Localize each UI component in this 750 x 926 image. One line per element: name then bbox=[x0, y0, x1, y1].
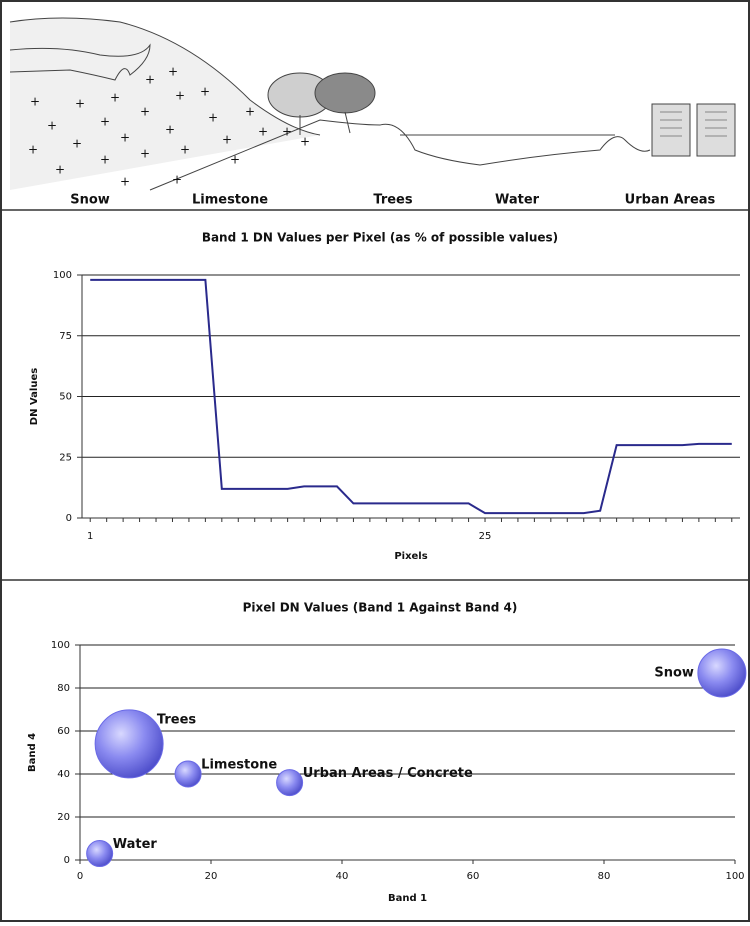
y-tick-label: 20 bbox=[57, 812, 70, 823]
x-tick-label: 100 bbox=[725, 871, 744, 882]
bubble bbox=[277, 770, 303, 796]
svg-text:+: + bbox=[100, 115, 110, 129]
svg-text:+: + bbox=[120, 131, 130, 145]
illustration-label: Snow bbox=[70, 193, 110, 208]
chart-title: Band 1 DN Values per Pixel (as % of poss… bbox=[202, 231, 558, 245]
y-tick-label: 50 bbox=[59, 392, 72, 403]
svg-text:+: + bbox=[300, 135, 310, 149]
svg-text:+: + bbox=[245, 105, 255, 119]
svg-text:+: + bbox=[47, 119, 57, 133]
figure: +++ +++ +++ +++ +++ +++ +++ +++ +++ Snow… bbox=[0, 0, 750, 922]
x-tick-label: 20 bbox=[205, 871, 218, 882]
bubble bbox=[698, 649, 746, 697]
bubble bbox=[175, 761, 201, 787]
bubble-label: Trees bbox=[157, 713, 196, 728]
y-tick-label: 0 bbox=[66, 513, 72, 524]
illustration-label: Limestone bbox=[192, 193, 268, 208]
y-axis-label: DN Values bbox=[29, 368, 40, 425]
bubble-label: Water bbox=[113, 837, 158, 852]
illustration-label: Water bbox=[495, 193, 540, 208]
x-axis-label: Pixels bbox=[394, 551, 427, 562]
svg-text:+: + bbox=[100, 153, 110, 167]
y-tick-label: 0 bbox=[64, 855, 70, 866]
svg-text:+: + bbox=[165, 123, 175, 137]
x-axis-label: Band 1 bbox=[388, 893, 427, 904]
y-tick-label: 80 bbox=[57, 683, 70, 694]
y-tick-label: 40 bbox=[57, 769, 70, 780]
chart-title: Pixel DN Values (Band 1 Against Band 4) bbox=[243, 601, 518, 615]
illustration-label: Urban Areas bbox=[625, 193, 716, 208]
x-tick-label: 1 bbox=[87, 531, 93, 542]
x-tick-label: 25 bbox=[479, 531, 492, 542]
svg-text:+: + bbox=[230, 153, 240, 167]
y-tick-label: 60 bbox=[57, 726, 70, 737]
svg-text:+: + bbox=[222, 133, 232, 147]
y-tick-label: 25 bbox=[59, 452, 72, 463]
y-axis-label: Band 4 bbox=[27, 733, 38, 772]
bubble-label: Urban Areas / Concrete bbox=[303, 766, 473, 781]
y-tick-label: 100 bbox=[53, 270, 72, 281]
svg-text:+: + bbox=[175, 89, 185, 103]
x-tick-label: 0 bbox=[77, 871, 83, 882]
svg-text:+: + bbox=[282, 125, 292, 139]
svg-text:+: + bbox=[180, 143, 190, 157]
bubble bbox=[95, 710, 163, 778]
svg-text:+: + bbox=[55, 163, 65, 177]
bubble bbox=[87, 841, 113, 867]
svg-text:+: + bbox=[258, 125, 268, 139]
x-tick-label: 40 bbox=[336, 871, 349, 882]
x-tick-label: 60 bbox=[467, 871, 480, 882]
y-tick-label: 100 bbox=[51, 640, 70, 651]
svg-text:+: + bbox=[168, 65, 178, 79]
svg-text:+: + bbox=[200, 85, 210, 99]
svg-text:+: + bbox=[145, 73, 155, 87]
bubble-label: Limestone bbox=[201, 757, 277, 772]
svg-text:+: + bbox=[172, 173, 182, 187]
y-tick-label: 75 bbox=[59, 331, 72, 342]
svg-text:+: + bbox=[110, 91, 120, 105]
svg-text:+: + bbox=[30, 95, 40, 109]
bubble-label: Snow bbox=[654, 665, 694, 680]
x-tick-label: 80 bbox=[598, 871, 611, 882]
svg-text:+: + bbox=[75, 97, 85, 111]
illustration-label: Trees bbox=[373, 193, 412, 208]
svg-text:+: + bbox=[120, 175, 130, 189]
svg-text:+: + bbox=[72, 137, 82, 151]
svg-text:+: + bbox=[140, 105, 150, 119]
svg-text:+: + bbox=[28, 143, 38, 157]
svg-text:+: + bbox=[140, 147, 150, 161]
svg-text:+: + bbox=[208, 111, 218, 125]
